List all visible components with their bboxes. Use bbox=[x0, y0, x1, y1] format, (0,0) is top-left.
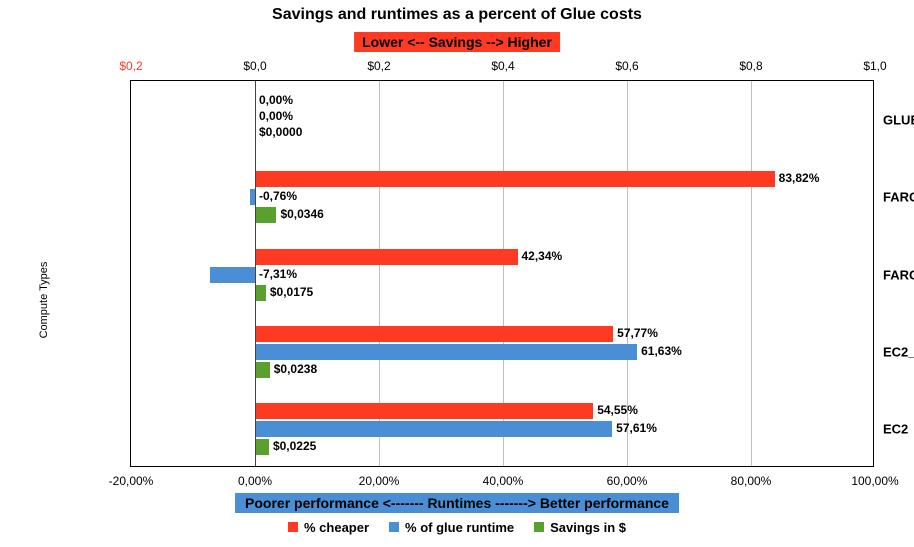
x-tick-bottom: 20,00% bbox=[359, 474, 400, 488]
category-label: FARGATE bbox=[875, 267, 914, 282]
plot-inner: -20,00%0,00%20,00%40,00%60,00%80,00%100,… bbox=[130, 80, 874, 467]
bar-label: 0,00% bbox=[259, 92, 302, 108]
x-tick-bottom: -20,00% bbox=[109, 474, 154, 488]
category-label: GLUE_STANDARD bbox=[875, 112, 914, 127]
x-tick-top: $1,0 bbox=[863, 59, 886, 73]
x-tick-bottom: 100,00% bbox=[851, 474, 898, 488]
x-tick-top: $0,0 bbox=[243, 59, 266, 73]
legend-item: Savings in $ bbox=[534, 520, 626, 535]
plot-area: -20,00%0,00%20,00%40,00%60,00%80,00%100,… bbox=[130, 80, 874, 467]
bar-label: 42,34% bbox=[522, 249, 563, 263]
chart-subtitle: Lower <-- Savings --> Higher bbox=[354, 32, 560, 52]
bar-label: 54,55% bbox=[597, 403, 638, 417]
bar-label: $0,0175 bbox=[270, 285, 313, 299]
x-tick-bottom: 0,00% bbox=[238, 474, 272, 488]
bar-savings bbox=[255, 439, 269, 455]
bar-label: $0,0346 bbox=[280, 207, 323, 221]
bar-label: 83,82% bbox=[779, 171, 820, 185]
x-tick-bottom: 60,00% bbox=[607, 474, 648, 488]
bar-label: 61,63% bbox=[641, 344, 682, 358]
bar-label: -0,76% bbox=[259, 189, 297, 203]
legend-swatch bbox=[534, 522, 544, 532]
x-tick-bottom: 40,00% bbox=[483, 474, 524, 488]
legend-label: Savings in $ bbox=[550, 520, 626, 535]
bar-pct-cheaper bbox=[255, 326, 613, 342]
x-tick-top: $0,2 bbox=[367, 59, 390, 73]
bar-label: 57,77% bbox=[617, 326, 658, 340]
bar-pct-runtime bbox=[255, 421, 612, 437]
bar-label: $0,0225 bbox=[273, 439, 316, 453]
legend: % cheaper % of glue runtime Savings in $ bbox=[0, 519, 914, 535]
legend-label: % cheaper bbox=[304, 520, 369, 535]
legend-label: % of glue runtime bbox=[405, 520, 514, 535]
bottom-caption: Poorer performance <------- Runtimes ---… bbox=[235, 493, 679, 513]
legend-item: % cheaper bbox=[288, 520, 369, 535]
bar-savings bbox=[255, 285, 266, 301]
chart-root: Savings and runtimes as a percent of Glu… bbox=[0, 0, 914, 547]
gridline bbox=[751, 81, 752, 466]
x-tick-top: $0,8 bbox=[739, 59, 762, 73]
x-tick-bottom: 80,00% bbox=[731, 474, 772, 488]
bar-pct-cheaper bbox=[255, 171, 775, 187]
x-baseline bbox=[255, 81, 256, 466]
bar-pct-cheaper bbox=[255, 403, 593, 419]
bar-label: $0,0238 bbox=[274, 362, 317, 376]
bar-pct-runtime bbox=[255, 344, 637, 360]
bar-label: 57,61% bbox=[616, 421, 657, 435]
bar-label: 0,00% bbox=[259, 108, 302, 124]
category-label: FARGATE_SPOT bbox=[875, 190, 914, 205]
bar-savings bbox=[255, 362, 270, 378]
legend-swatch bbox=[389, 522, 399, 532]
zero-label-block: 0,00%0,00%$0,0000 bbox=[259, 92, 302, 140]
x-tick-top: $0,4 bbox=[491, 59, 514, 73]
category-label: EC2 bbox=[875, 422, 908, 437]
x-tick-top: $0,2 bbox=[119, 59, 142, 73]
bar-pct-cheaper bbox=[255, 249, 518, 265]
bar-label: -7,31% bbox=[259, 267, 297, 281]
bar-pct-runtime bbox=[210, 267, 255, 283]
legend-swatch bbox=[288, 522, 298, 532]
bar-savings bbox=[255, 207, 276, 223]
category-label: EC2_SPOT bbox=[875, 344, 914, 359]
bar-label: $0,0000 bbox=[259, 124, 302, 140]
y-axis-label: Compute Types bbox=[38, 262, 50, 339]
legend-item: % of glue runtime bbox=[389, 520, 514, 535]
x-tick-top: $0,6 bbox=[615, 59, 638, 73]
chart-title: Savings and runtimes as a percent of Glu… bbox=[0, 6, 914, 24]
